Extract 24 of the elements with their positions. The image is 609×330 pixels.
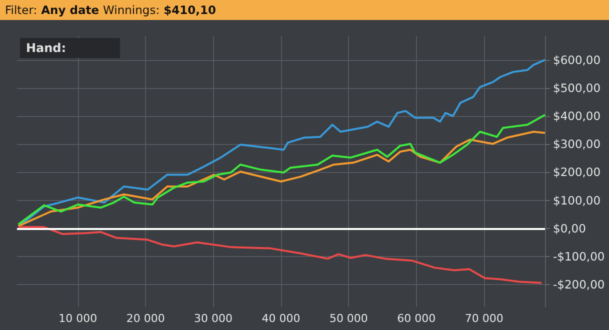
x-tick-label: 20 000 — [126, 312, 165, 325]
line-series — [17, 226, 543, 284]
y-tick-label: $400,00 — [553, 109, 601, 124]
line-series — [17, 114, 546, 226]
x-tick-label: 30 000 — [194, 312, 233, 325]
y-tick-label: $100,00 — [553, 193, 601, 208]
text: Winnings: — [103, 3, 160, 17]
y-tick-label: $300,00 — [553, 137, 601, 152]
y-tick-label: $200,00 — [553, 165, 601, 180]
x-tick-label: 40 000 — [262, 312, 300, 325]
y-tick-label: $0,00 — [553, 221, 586, 236]
text: Any date — [41, 3, 100, 17]
x-tick-label: 50 000 — [329, 312, 368, 325]
y-tick-label: $500,00 — [553, 80, 601, 95]
text: $410,10 — [164, 3, 216, 17]
x-tick-label: 60 000 — [397, 312, 436, 325]
y-tick-label: -$100,00 — [553, 249, 605, 264]
x-tick-label: 10 000 — [58, 312, 98, 325]
y-tick-label: -$200,00 — [553, 278, 605, 292]
y-tick-label: $600,00 — [553, 52, 601, 67]
text: Filter: — [5, 3, 38, 17]
label-box: Hand: — [20, 38, 120, 58]
line-series — [17, 130, 546, 228]
x-tick-label: 70 000 — [464, 312, 504, 325]
